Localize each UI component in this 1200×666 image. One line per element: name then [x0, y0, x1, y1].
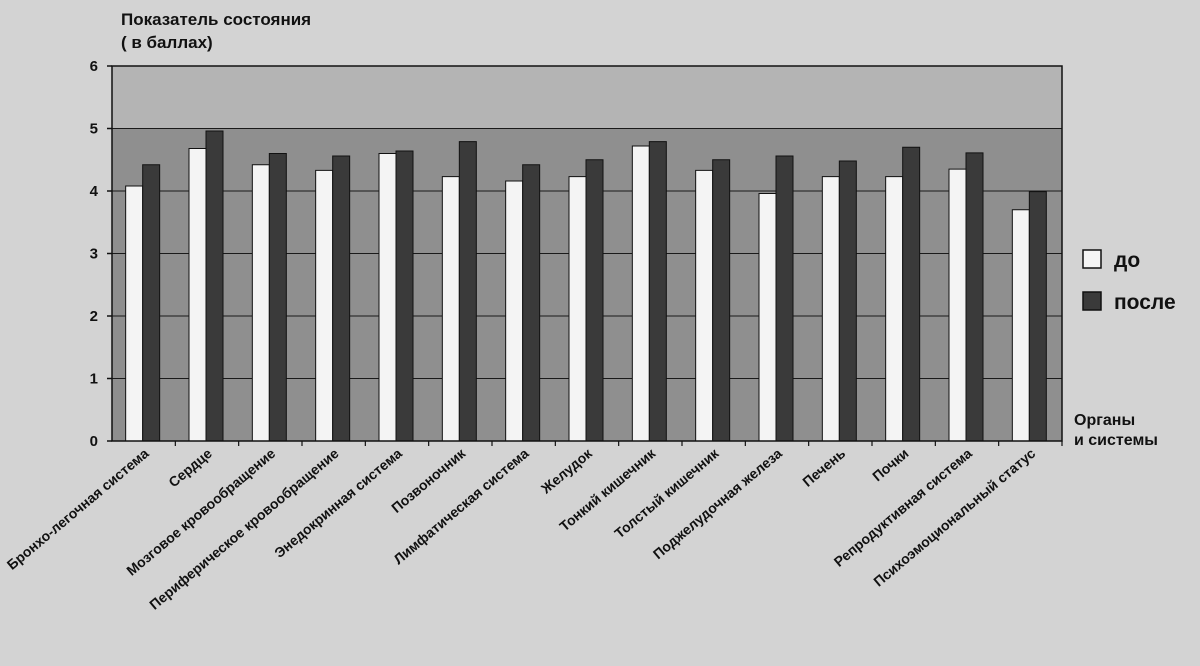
- y-tick-label: 6: [90, 58, 98, 75]
- bar-posle: [1028, 191, 1047, 442]
- y-tick-label: 4: [90, 183, 99, 200]
- bar-posle: [902, 146, 921, 442]
- category-label: Толстый кишечник: [611, 444, 722, 541]
- bar-posle: [648, 141, 667, 442]
- category-label: Сердце: [165, 445, 215, 490]
- bar-do: [315, 169, 334, 442]
- bar-posle: [142, 164, 161, 442]
- y-tick-label: 5: [90, 121, 98, 138]
- x-axis-title-line-1: Органы: [1074, 412, 1135, 429]
- category-label: Желудок: [537, 444, 596, 497]
- bar-posle: [332, 155, 351, 442]
- bar-posle: [522, 164, 541, 442]
- bar-do: [568, 176, 587, 442]
- bar-do: [821, 176, 840, 442]
- bar-do: [1011, 209, 1030, 442]
- bar-do: [441, 176, 460, 442]
- x-axis-title-line-2: и системы: [1074, 432, 1158, 449]
- bar-posle: [712, 159, 731, 442]
- y-axis-title-line-1: Показатель состояния: [121, 10, 311, 29]
- legend-label-do: до: [1114, 249, 1140, 272]
- y-tick-label: 3: [90, 246, 98, 263]
- bar-do: [948, 168, 967, 442]
- category-label: Бронхо-легочная система: [4, 445, 152, 573]
- bars: [125, 130, 1047, 442]
- legend: до после: [1082, 249, 1176, 314]
- category-label: Почки: [869, 445, 911, 484]
- legend-label-posle: после: [1114, 291, 1176, 314]
- bar-do: [758, 193, 777, 442]
- bar-posle: [965, 152, 984, 442]
- legend-swatch-do: [1082, 249, 1102, 269]
- bar-posle: [268, 153, 287, 442]
- bar-posle: [838, 160, 857, 442]
- bar-do: [505, 180, 524, 442]
- y-tick-label: 1: [90, 371, 98, 388]
- bar-do: [631, 145, 650, 442]
- bar-do: [188, 148, 207, 442]
- y-axis-title-line-2: ( в баллах): [121, 33, 213, 52]
- bar-posle: [775, 155, 794, 442]
- bar-do: [378, 153, 397, 442]
- category-label: Поджелудочная железа: [650, 445, 785, 562]
- bar-posle: [205, 130, 224, 442]
- y-tick-label: 0: [90, 433, 98, 450]
- y-axis-ticks: 0 1 2 3 4 5 6: [90, 58, 112, 450]
- plot-area-upper-band: [112, 66, 1062, 129]
- bar-posle: [395, 150, 414, 442]
- bar-posle: [585, 159, 604, 442]
- bar-do: [695, 169, 714, 442]
- bar-do: [125, 185, 144, 442]
- bar-posle: [458, 141, 477, 442]
- legend-swatch-posle: [1082, 291, 1102, 311]
- bar-do: [885, 176, 904, 442]
- category-label: Энедокринная система: [271, 445, 405, 561]
- y-tick-label: 2: [90, 308, 98, 325]
- category-label: Печень: [799, 445, 848, 490]
- bar-do: [251, 164, 270, 442]
